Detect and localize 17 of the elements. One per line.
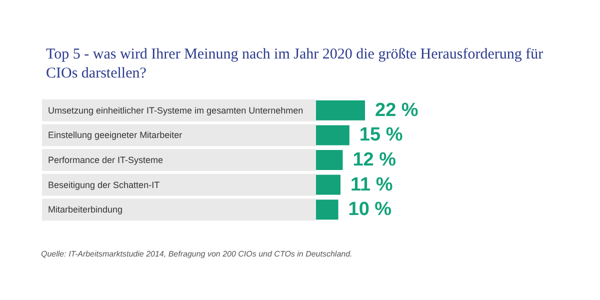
- y-tick-label: Mitarbeiterbindung: [48, 204, 123, 215]
- data-label: 15 %: [359, 124, 403, 146]
- bar: [316, 125, 350, 146]
- source-note: Quelle: IT-Arbeitsmarktstudie 2014, Befragung von 200 CIOs und CTOs in Deutschland.: [41, 250, 352, 258]
- data-label: 22 %: [375, 100, 418, 121]
- bar: [316, 150, 343, 170]
- chart-title: Top 5 - was wird Ihrer Meinung nach im Jahr 2020 die größte Herausforderung für CIOs darstellen?: [46, 46, 547, 82]
- bar: [316, 200, 338, 220]
- y-tick-label: Einstellung geeigneter Mitarbeiter: [48, 130, 182, 140]
- bar: [316, 100, 365, 120]
- y-tick-label: Performance der IT-Systeme: [48, 155, 164, 165]
- y-tick-label: Umsetzung einheitlicher IT-Systeme im gesamten Unternehmen: [48, 105, 304, 116]
- data-label: 11 %: [350, 174, 393, 196]
- bar: [316, 174, 340, 195]
- data-label: 12 %: [352, 150, 396, 170]
- y-tick-label: Beseitigung der Schatten-IT: [48, 180, 160, 190]
- data-label: 10 %: [348, 199, 392, 220]
